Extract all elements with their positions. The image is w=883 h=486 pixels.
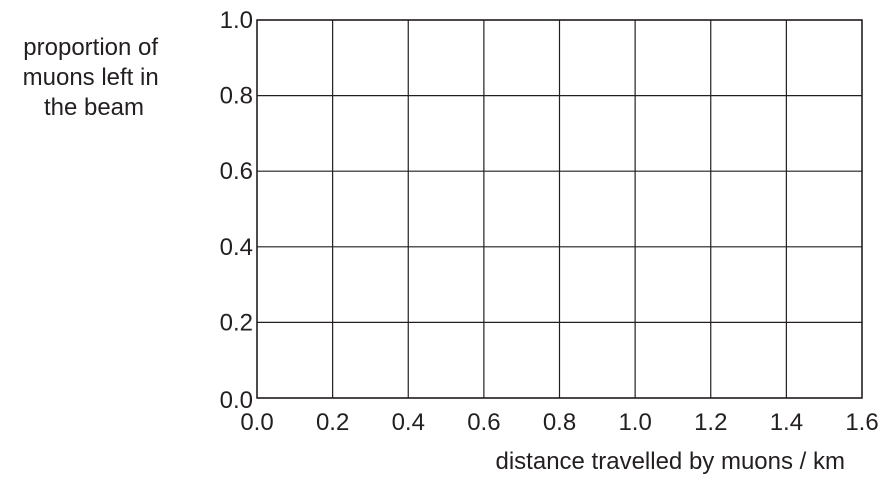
y-tick-label: 0.0 [220, 387, 253, 414]
y-axis-label-line: proportion of [23, 34, 158, 61]
x-axis-label: distance travelled by muons / km [496, 448, 846, 475]
x-tick-label: 0.8 [543, 409, 576, 436]
x-tick-label: 1.0 [618, 409, 651, 436]
x-tick-label: 0.4 [392, 409, 425, 436]
y-tick-label: 0.4 [220, 234, 253, 261]
x-axis-ticks: 0.0 0.2 0.4 0.6 0.8 1.0 1.2 1.4 1.6 [240, 409, 878, 436]
x-tick-label: 1.6 [845, 409, 878, 436]
y-axis-label-line: the beam [44, 94, 144, 121]
y-axis-label: proportion of muons left in the beam [23, 34, 166, 121]
y-axis-ticks: 0.0 0.2 0.4 0.6 0.8 1.0 [220, 7, 253, 414]
y-tick-label: 0.6 [220, 158, 253, 185]
x-tick-label: 0.6 [467, 409, 500, 436]
y-tick-label: 0.8 [220, 83, 253, 110]
y-axis-label-line: muons left in [23, 64, 159, 91]
y-tick-label: 1.0 [220, 7, 253, 34]
x-tick-label: 1.2 [694, 409, 727, 436]
plot-area [256, 19, 863, 399]
y-tick-label: 0.2 [220, 309, 253, 336]
x-tick-label: 0.0 [240, 409, 273, 436]
x-tick-label: 1.4 [770, 409, 803, 436]
grid [256, 19, 863, 399]
x-tick-label: 0.2 [316, 409, 349, 436]
